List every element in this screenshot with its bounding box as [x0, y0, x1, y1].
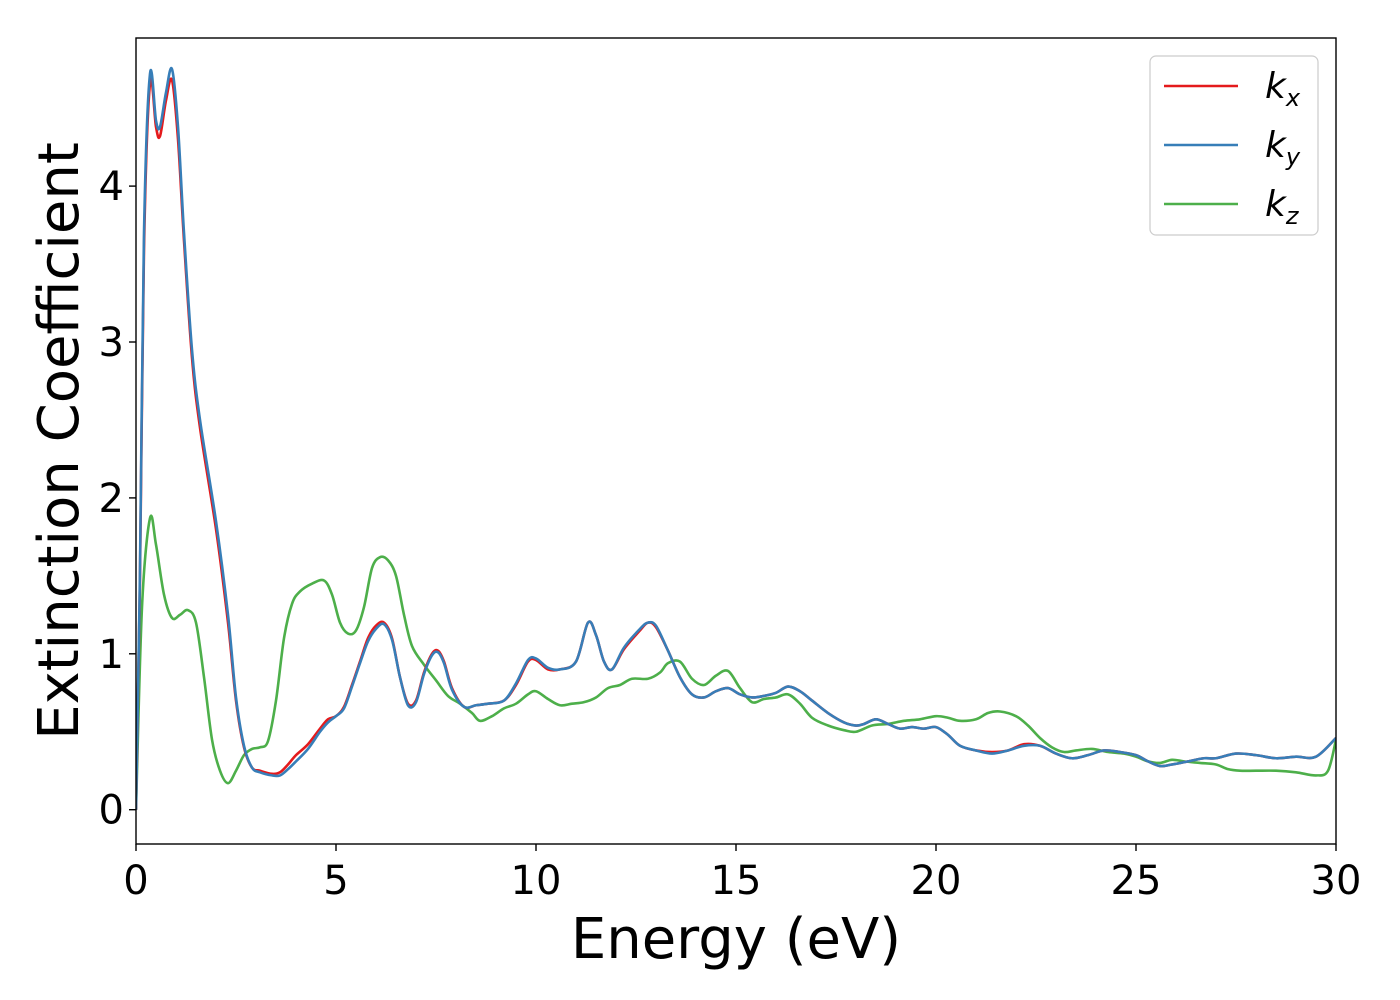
- x-tick-label: 10: [511, 858, 562, 904]
- y-axis-label: Extinction Coefficient: [27, 142, 92, 740]
- y-axis-ticks: 0 1 2 3 4: [99, 164, 136, 834]
- x-tick-label: 30: [1311, 858, 1362, 904]
- x-tick-label: 25: [1111, 858, 1162, 904]
- legend-label-ky: ky: [1265, 125, 1301, 171]
- y-tick-label: 1: [99, 632, 124, 678]
- series-line-kz: [136, 514, 1336, 810]
- series-layer: [136, 66, 1336, 810]
- legend-label-kx: kx: [1265, 66, 1301, 112]
- y-tick-label: 2: [99, 476, 124, 522]
- plot-background: [136, 38, 1336, 844]
- y-tick-label: 3: [99, 320, 124, 366]
- x-tick-label: 15: [711, 858, 762, 904]
- x-axis-ticks: 0 5 10 15 20 25 30: [123, 844, 1361, 904]
- legend-label-kz: kz: [1265, 184, 1300, 230]
- x-axis-label: Energy (eV): [571, 907, 901, 972]
- x-tick-label: 0: [123, 858, 148, 904]
- y-tick-label: 0: [99, 788, 124, 834]
- x-tick-label: 5: [323, 858, 348, 904]
- series-line-ky: [136, 66, 1336, 810]
- x-tick-label: 20: [911, 858, 962, 904]
- y-tick-label: 4: [99, 164, 124, 210]
- legend: kx ky kz: [1149, 55, 1319, 236]
